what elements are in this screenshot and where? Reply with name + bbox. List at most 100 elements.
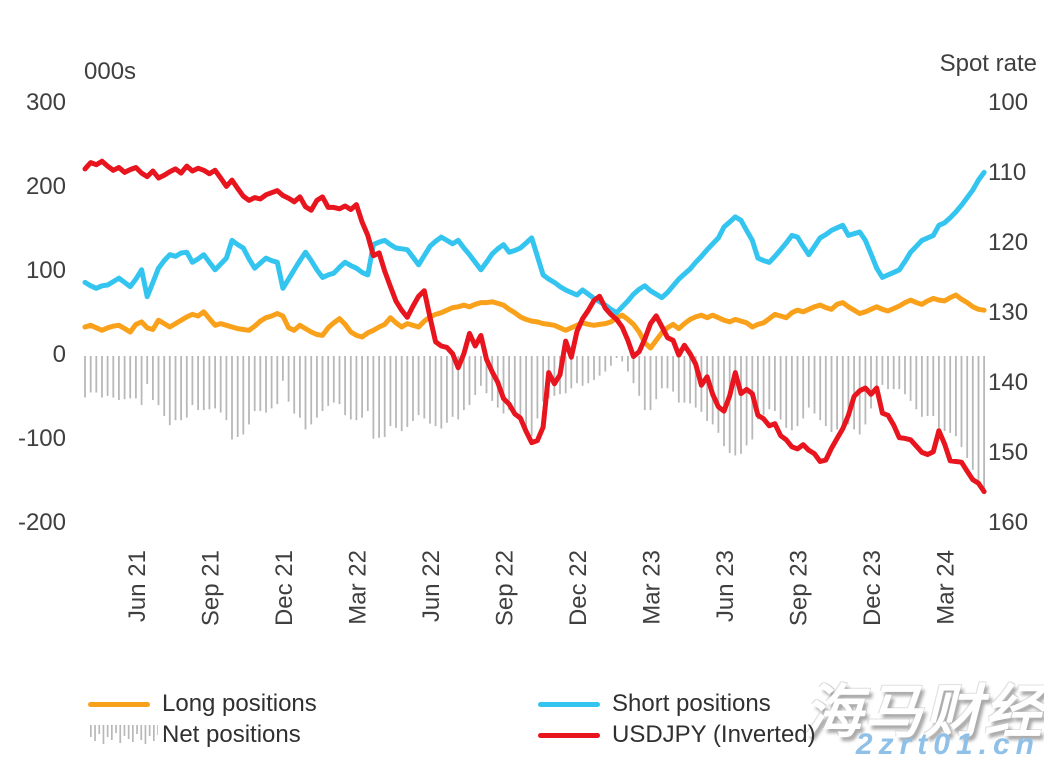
net-positions-bar xyxy=(174,356,177,421)
net-swatch-bar xyxy=(157,725,158,735)
net-positions-bar xyxy=(677,356,680,403)
net-positions-bar xyxy=(694,356,697,408)
y-right-tick-160: 160 xyxy=(988,509,1028,536)
net-positions-bar xyxy=(197,356,199,411)
net-positions-bar xyxy=(406,356,409,427)
net-positions-bar xyxy=(819,356,822,421)
net-positions-bar xyxy=(157,356,160,406)
net-positions-bar xyxy=(757,356,759,420)
net-positions-bar xyxy=(344,356,346,416)
net-positions-bar xyxy=(236,356,239,437)
net-positions-bar xyxy=(502,356,505,414)
net-positions-bar xyxy=(824,356,827,427)
net-positions-bar xyxy=(112,356,115,398)
net-positions-bar xyxy=(135,356,137,399)
net-positions-bar xyxy=(581,356,584,386)
legend-left: Long positions Net positions xyxy=(88,690,317,748)
net-positions-bar xyxy=(372,356,375,439)
net-positions-bar xyxy=(536,356,539,419)
net-swatch-bar xyxy=(106,725,109,737)
x-tick-dec-23: Dec 23 xyxy=(859,550,886,626)
net-positions-bar xyxy=(434,356,437,427)
net-positions-bar xyxy=(530,356,533,437)
net-positions-bar xyxy=(474,356,477,395)
net-swatch-bar xyxy=(144,725,147,744)
short-positions-line xyxy=(82,169,987,316)
x-tick-mar-23: Mar 23 xyxy=(639,550,666,625)
net-positions-bar xyxy=(807,356,810,408)
net-positions-bar xyxy=(734,356,737,456)
net-positions-bar xyxy=(519,356,522,422)
legend-label-long: Long positions xyxy=(162,690,317,717)
y-right-tick-120: 120 xyxy=(988,229,1028,256)
net-positions-bar xyxy=(768,356,771,410)
legend-right: Short positions USDJPY (Inverted) xyxy=(538,690,816,748)
net-positions-bar xyxy=(208,356,211,410)
net-positions-bar xyxy=(389,356,392,427)
net-positions-bar xyxy=(242,356,245,435)
net-positions-bar xyxy=(926,356,929,416)
net-positions-bar xyxy=(689,356,691,404)
net-positions-bar xyxy=(717,356,720,433)
net-swatch-bar xyxy=(102,725,105,744)
y-right-tick-140: 140 xyxy=(988,369,1028,396)
left-axis-title: 000s xyxy=(84,58,137,85)
net-positions-bar xyxy=(129,356,132,399)
net-positions-bar xyxy=(400,356,403,432)
net-positions-bar xyxy=(423,356,426,419)
right-axis-title: Spot rate xyxy=(939,50,1037,77)
net-positions-bar xyxy=(542,356,544,402)
net-positions-bar xyxy=(643,356,646,411)
net-positions-bar xyxy=(915,356,918,410)
net-positions-bar xyxy=(971,356,974,470)
net-positions-bar xyxy=(632,356,635,384)
net-positions-bar xyxy=(672,356,674,392)
legend-label-short: Short positions xyxy=(612,690,771,717)
net-positions-bar xyxy=(598,356,601,376)
net-positions-bar xyxy=(429,356,431,424)
x-tick-dec-22: Dec 22 xyxy=(565,550,592,626)
legend-item-net: Net positions xyxy=(88,721,317,748)
net-positions-bar xyxy=(355,356,358,421)
short-positions-line-swatch xyxy=(538,701,600,707)
y-left-tick--200: -200 xyxy=(18,509,66,536)
net-positions-bar xyxy=(146,356,149,385)
net-positions-bar xyxy=(327,356,330,406)
net-positions-bar xyxy=(887,356,889,390)
net-positions-bar xyxy=(791,356,793,431)
net-positions-bar xyxy=(417,356,420,416)
net-positions-bar xyxy=(881,356,884,385)
net-positions-bar xyxy=(338,356,341,405)
y-right-tick-110: 110 xyxy=(988,159,1026,186)
net-positions-bar xyxy=(858,356,861,435)
net-positions-bar xyxy=(943,356,946,432)
net-positions-bar xyxy=(898,356,901,390)
net-positions-bar xyxy=(955,356,957,437)
long-positions-line xyxy=(82,292,987,351)
net-positions-bar xyxy=(316,356,318,418)
watermark-brand: 海马财经 xyxy=(803,680,1044,745)
net-positions-bar xyxy=(836,356,838,430)
net-positions-bar xyxy=(457,356,460,420)
x-tick-mar-22: Mar 22 xyxy=(344,550,371,625)
net-positions-bar xyxy=(163,356,166,416)
net-positions-bar xyxy=(774,356,776,411)
x-tick-jun-22: Jun 22 xyxy=(418,550,445,622)
net-positions-bar xyxy=(265,356,267,413)
net-swatch-bar xyxy=(119,725,122,743)
net-positions-bar xyxy=(89,356,92,393)
net-positions-bar xyxy=(728,356,731,453)
net-positions-bar xyxy=(977,356,980,483)
y-left-tick-100: 100 xyxy=(26,257,66,284)
legend-label-usdjpy: USDJPY (Inverted) xyxy=(612,721,816,748)
net-swatch-bar xyxy=(111,725,113,740)
usdjpy-inverted-line xyxy=(82,158,987,495)
net-swatch-bar xyxy=(148,725,151,736)
net-positions-bar xyxy=(451,356,454,417)
net-positions-bar xyxy=(847,356,850,425)
net-positions-bar xyxy=(909,356,912,401)
x-tick-sep-23: Sep 23 xyxy=(786,550,813,626)
net-positions-bar xyxy=(276,356,279,405)
